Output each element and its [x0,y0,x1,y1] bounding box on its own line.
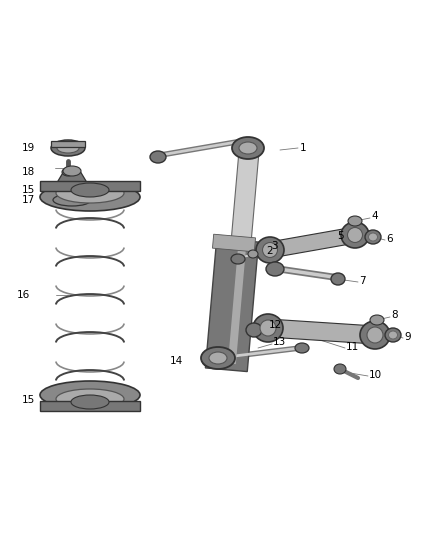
Text: 4: 4 [371,211,378,221]
Ellipse shape [57,143,79,153]
Polygon shape [54,171,90,201]
Ellipse shape [266,262,284,276]
Ellipse shape [202,353,218,367]
Ellipse shape [40,381,140,409]
Ellipse shape [262,243,278,257]
Ellipse shape [209,352,227,364]
Text: 5: 5 [337,231,344,241]
Bar [227,149,259,290]
Ellipse shape [260,320,276,336]
Ellipse shape [334,364,346,374]
Text: 6: 6 [386,234,392,244]
Bar [228,246,246,364]
Text: 12: 12 [269,320,282,330]
Ellipse shape [40,183,140,211]
Ellipse shape [360,321,390,349]
Bar [40,181,140,191]
Bar [51,141,85,147]
Text: 19: 19 [22,143,35,153]
Ellipse shape [53,194,91,206]
Ellipse shape [385,328,401,342]
Text: 2: 2 [266,246,272,256]
Ellipse shape [201,347,235,369]
Ellipse shape [331,273,345,285]
Ellipse shape [71,183,109,197]
Text: 17: 17 [22,195,35,205]
Text: 3: 3 [271,241,278,251]
Bar [205,238,258,372]
Text: 9: 9 [404,332,411,342]
Text: 10: 10 [369,370,382,380]
Text: 13: 13 [273,337,286,347]
Ellipse shape [51,140,85,156]
Ellipse shape [253,314,283,342]
Ellipse shape [71,395,109,409]
Ellipse shape [63,166,81,176]
Text: 8: 8 [391,310,398,320]
Ellipse shape [232,137,264,159]
Ellipse shape [62,168,74,176]
Ellipse shape [56,183,124,203]
Text: 14: 14 [170,356,183,366]
Ellipse shape [248,250,258,258]
Ellipse shape [367,327,383,343]
Text: 7: 7 [359,276,366,286]
Text: 16: 16 [17,290,30,300]
Text: 15: 15 [22,395,35,405]
Polygon shape [268,227,357,258]
Ellipse shape [150,151,166,163]
Ellipse shape [246,323,262,337]
Ellipse shape [347,228,363,243]
Ellipse shape [365,230,381,244]
Ellipse shape [231,254,245,264]
Text: 15: 15 [22,185,35,195]
Ellipse shape [389,331,398,339]
Ellipse shape [295,343,309,353]
Ellipse shape [256,237,284,263]
Bar [40,401,140,411]
Text: 1: 1 [300,143,307,153]
Bar [212,234,255,252]
Ellipse shape [341,222,369,248]
Text: 18: 18 [22,167,35,177]
Ellipse shape [370,315,384,325]
Text: 11: 11 [346,342,359,352]
Ellipse shape [368,233,378,241]
Ellipse shape [239,142,257,154]
Ellipse shape [56,389,124,409]
Ellipse shape [348,216,362,226]
Polygon shape [268,319,376,344]
